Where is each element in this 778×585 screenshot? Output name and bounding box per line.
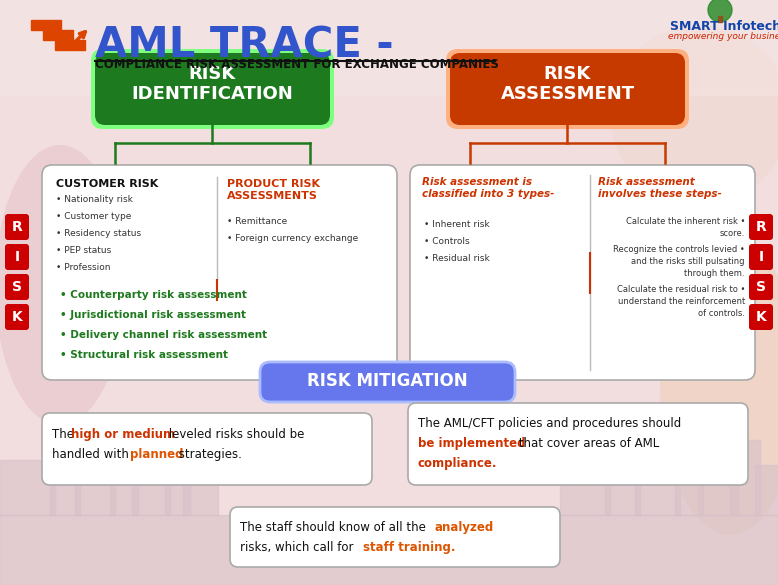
- Text: • PEP status: • PEP status: [56, 246, 111, 255]
- FancyBboxPatch shape: [42, 413, 372, 485]
- FancyBboxPatch shape: [95, 53, 330, 125]
- Bar: [183, 475, 218, 515]
- Bar: [718, 16, 722, 22]
- Text: staff training.: staff training.: [363, 541, 455, 554]
- Text: The AML/CFT policies and procedures should: The AML/CFT policies and procedures shou…: [418, 417, 682, 430]
- FancyBboxPatch shape: [5, 304, 29, 330]
- Bar: [0, 460, 55, 515]
- Bar: [55, 40, 85, 50]
- Text: I: I: [15, 250, 19, 264]
- Text: CUSTOMER RISK: CUSTOMER RISK: [56, 179, 158, 189]
- Text: leveled risks should be: leveled risks should be: [165, 428, 304, 441]
- Bar: [43, 30, 73, 40]
- Bar: [31, 20, 61, 30]
- Text: S: S: [756, 280, 766, 294]
- Text: strategies.: strategies.: [175, 448, 242, 461]
- Text: high or medium: high or medium: [71, 428, 175, 441]
- Bar: [635, 465, 680, 515]
- Text: • Residual risk: • Residual risk: [424, 254, 489, 263]
- Bar: [75, 470, 115, 515]
- Text: planned: planned: [130, 448, 184, 461]
- Text: • Delivery channel risk assessment: • Delivery channel risk assessment: [60, 330, 267, 340]
- Text: RISK MITIGATION: RISK MITIGATION: [307, 372, 468, 390]
- Text: Calculate the residual risk to •: Calculate the residual risk to •: [617, 285, 745, 294]
- Text: analyzed: analyzed: [435, 521, 494, 534]
- FancyBboxPatch shape: [450, 53, 685, 125]
- FancyBboxPatch shape: [749, 304, 773, 330]
- Bar: [605, 435, 640, 515]
- Text: • Structural risk assessment: • Structural risk assessment: [60, 350, 228, 360]
- FancyBboxPatch shape: [446, 49, 689, 129]
- Text: • Profession: • Profession: [56, 263, 110, 272]
- Text: The: The: [52, 428, 78, 441]
- Text: Risk assessment is
classified into 3 types-: Risk assessment is classified into 3 typ…: [422, 177, 555, 199]
- FancyBboxPatch shape: [749, 274, 773, 300]
- Text: • Customer type: • Customer type: [56, 212, 131, 221]
- Bar: [132, 465, 170, 515]
- FancyBboxPatch shape: [5, 214, 29, 240]
- Text: • Inherent risk: • Inherent risk: [424, 220, 489, 229]
- FancyBboxPatch shape: [91, 49, 334, 129]
- FancyBboxPatch shape: [749, 214, 773, 240]
- Text: • Residency status: • Residency status: [56, 229, 141, 238]
- Text: Risk assessment
involves these steps-: Risk assessment involves these steps-: [598, 177, 722, 199]
- Text: be implemented: be implemented: [418, 437, 525, 450]
- Bar: [0, 0, 778, 95]
- Text: of controls.: of controls.: [698, 309, 745, 318]
- FancyBboxPatch shape: [408, 403, 748, 485]
- Text: through them.: through them.: [685, 269, 745, 278]
- Ellipse shape: [660, 235, 778, 535]
- Bar: [560, 455, 610, 515]
- FancyBboxPatch shape: [410, 165, 755, 380]
- Text: I: I: [759, 250, 763, 264]
- Circle shape: [708, 0, 732, 22]
- Text: empowering your business: empowering your business: [668, 32, 778, 41]
- Text: The staff should know of all the: The staff should know of all the: [240, 521, 429, 534]
- Text: • Remittance: • Remittance: [227, 217, 287, 226]
- Text: risks, which call for: risks, which call for: [240, 541, 357, 554]
- Bar: [675, 445, 703, 515]
- Text: PRODUCT RISK
ASSESSMENTS: PRODUCT RISK ASSESSMENTS: [227, 179, 320, 201]
- Text: SMART Infotech: SMART Infotech: [670, 20, 778, 33]
- Text: handled with: handled with: [52, 448, 132, 461]
- Text: understand the reinforcement: understand the reinforcement: [618, 297, 745, 306]
- Bar: [755, 465, 778, 515]
- FancyBboxPatch shape: [749, 244, 773, 270]
- Text: R: R: [755, 220, 766, 234]
- Bar: [730, 440, 760, 515]
- Bar: [0, 515, 778, 585]
- Text: that cover areas of AML: that cover areas of AML: [515, 437, 659, 450]
- Text: K: K: [755, 310, 766, 324]
- Text: Recognize the controls levied •: Recognize the controls levied •: [613, 245, 745, 254]
- Text: • Controls: • Controls: [424, 237, 470, 246]
- Text: RISK
ASSESSMENT: RISK ASSESSMENT: [500, 64, 635, 104]
- Text: COMPLIANCE RISK ASSESSMENT FOR EXCHANGE COMPANIES: COMPLIANCE RISK ASSESSMENT FOR EXCHANGE …: [95, 58, 499, 71]
- Text: Calculate the inherent risk •: Calculate the inherent risk •: [626, 217, 745, 226]
- Bar: [165, 445, 190, 515]
- Text: • Jurisdictional risk assessment: • Jurisdictional risk assessment: [60, 310, 246, 320]
- Text: • Counterparty risk assessment: • Counterparty risk assessment: [60, 290, 247, 300]
- Text: score.: score.: [720, 229, 745, 238]
- Bar: [698, 460, 738, 515]
- Text: R: R: [12, 220, 23, 234]
- FancyBboxPatch shape: [260, 362, 515, 402]
- Text: compliance.: compliance.: [418, 457, 497, 470]
- Bar: [110, 450, 138, 515]
- Text: S: S: [12, 280, 22, 294]
- Text: RISK
IDENTIFICATION: RISK IDENTIFICATION: [131, 64, 293, 104]
- FancyBboxPatch shape: [230, 507, 560, 567]
- FancyBboxPatch shape: [5, 244, 29, 270]
- FancyBboxPatch shape: [5, 274, 29, 300]
- Ellipse shape: [610, 25, 778, 205]
- FancyBboxPatch shape: [42, 165, 397, 380]
- Ellipse shape: [0, 145, 125, 425]
- Bar: [50, 440, 80, 515]
- Text: K: K: [12, 310, 23, 324]
- Text: and the risks still pulsating: and the risks still pulsating: [632, 257, 745, 266]
- Text: • Nationality risk: • Nationality risk: [56, 195, 133, 204]
- Text: AML TRACE -: AML TRACE -: [95, 25, 394, 67]
- Text: • Foreign currency exchange: • Foreign currency exchange: [227, 234, 358, 243]
